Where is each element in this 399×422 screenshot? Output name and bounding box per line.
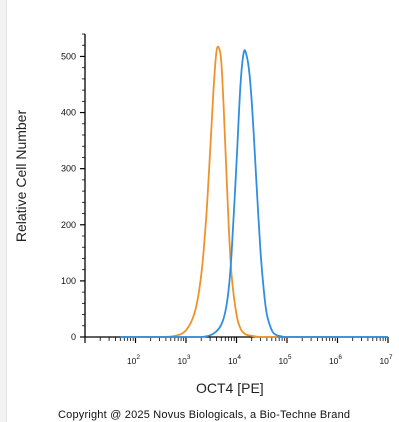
y-tick-label: 300 (61, 164, 76, 174)
y-tick-label: 100 (61, 276, 76, 286)
y-tick-label: 400 (61, 108, 76, 118)
x-axis-label: OCT4 [PE] (196, 380, 264, 396)
x-tick-label: 103 (177, 354, 190, 366)
x-tick-label: 107 (379, 354, 392, 366)
x-tick-label: 102 (127, 354, 140, 366)
y-axis-label: Relative Cell Number (13, 109, 29, 243)
x-tick-label: 106 (329, 354, 342, 366)
histogram-curve-1 (120, 45, 338, 338)
y-tick-label: 500 (61, 51, 76, 61)
histogram-curve-2 (120, 49, 388, 338)
left-panel-border (0, 0, 7, 422)
tick-labels: 0 100 200 300 400 500 102 103 104 105 106 107 (61, 51, 393, 366)
copyright-footer: Copyright @ 2025 Novus Biologicals, a Bi… (58, 409, 351, 421)
series-group (120, 45, 388, 338)
y-tick-label: 200 (61, 220, 76, 230)
y-tick-label: 0 (71, 332, 76, 342)
x-tick-label: 104 (228, 354, 241, 366)
x-tick-label: 105 (278, 354, 291, 366)
